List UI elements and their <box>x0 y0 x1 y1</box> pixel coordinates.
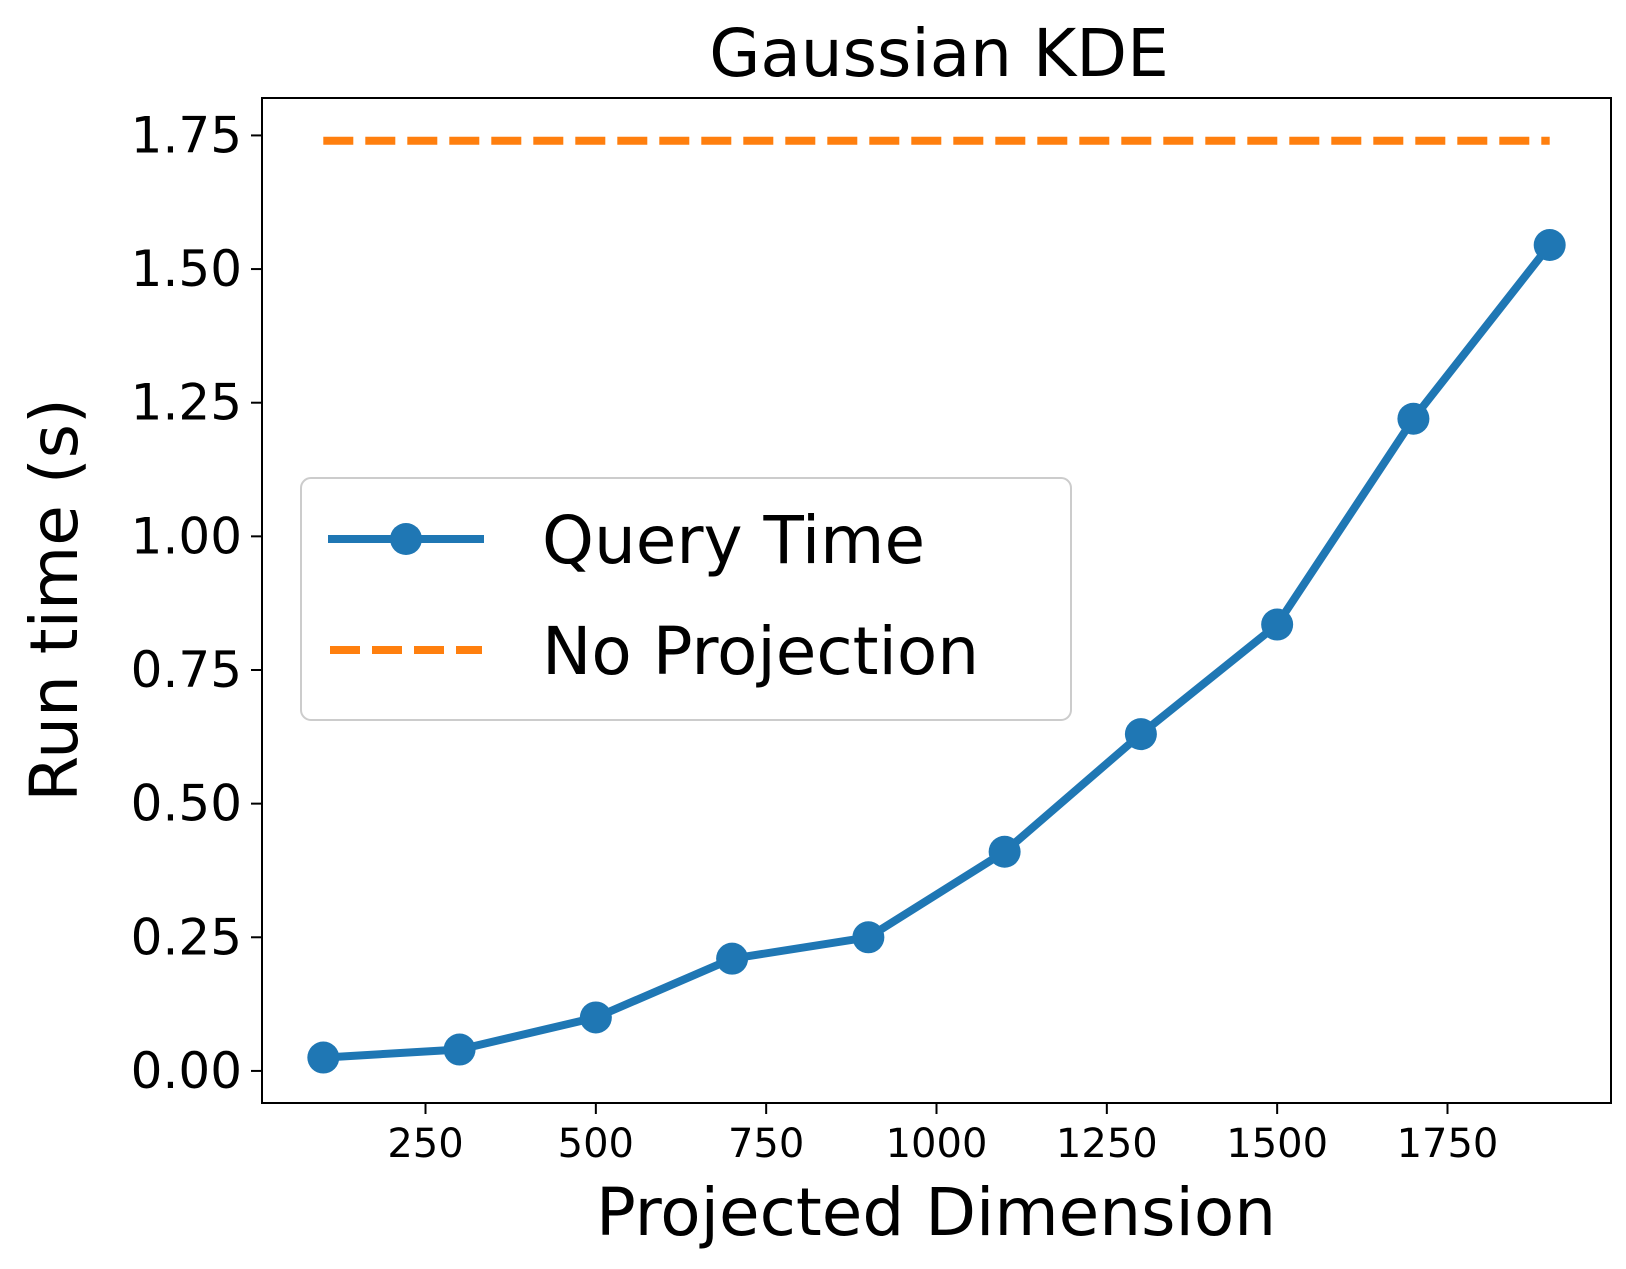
y-tick-label: 0.25 <box>131 908 242 966</box>
data-point <box>579 1001 612 1034</box>
y-tick-label: 0.50 <box>131 775 242 833</box>
legend: Query Time No Projection <box>300 477 1072 721</box>
x-tick-label: 500 <box>558 1121 634 1167</box>
y-axis: 0.00 0.25 0.50 0.75 1.00 1.25 1.50 1.75 <box>131 106 262 1100</box>
y-tick-label: 1.50 <box>131 240 242 298</box>
data-point <box>716 942 749 975</box>
chart-title: Gaussian KDE <box>709 15 1169 92</box>
data-point <box>1261 608 1294 641</box>
x-tick-label: 1750 <box>1397 1121 1499 1167</box>
series-layer <box>307 136 1566 1074</box>
x-tick-label: 1250 <box>1056 1121 1158 1167</box>
data-point <box>1533 229 1566 262</box>
y-axis-label: Run time (s) <box>16 398 93 802</box>
y-tick-label: 0.75 <box>131 641 242 699</box>
data-point <box>1397 402 1430 435</box>
x-tick-label: 1000 <box>886 1121 988 1167</box>
plot-frame <box>261 97 1612 1104</box>
data-point <box>307 1041 340 1074</box>
x-axis: 250 500 750 1000 1250 1500 1750 <box>387 1103 1498 1167</box>
legend-no-projection-label: No Projection <box>542 613 979 690</box>
y-tick-label: 0.00 <box>131 1042 242 1100</box>
legend-query-time-marker <box>390 523 422 555</box>
data-point <box>1124 718 1157 751</box>
x-tick-label: 250 <box>387 1121 463 1167</box>
x-tick-label: 750 <box>728 1121 804 1167</box>
data-point <box>988 835 1021 868</box>
y-tick-label: 1.75 <box>131 106 242 164</box>
y-tick-label: 1.25 <box>131 374 242 432</box>
x-tick-label: 1500 <box>1226 1121 1328 1167</box>
data-point <box>443 1033 476 1066</box>
legend-box <box>300 477 1072 721</box>
legend-query-time-label: Query Time <box>542 502 925 579</box>
y-tick-label: 1.00 <box>131 507 242 565</box>
x-axis-label: Projected Dimension <box>596 1174 1276 1251</box>
series-line-query-time <box>323 242 1553 1062</box>
data-point <box>852 921 885 954</box>
